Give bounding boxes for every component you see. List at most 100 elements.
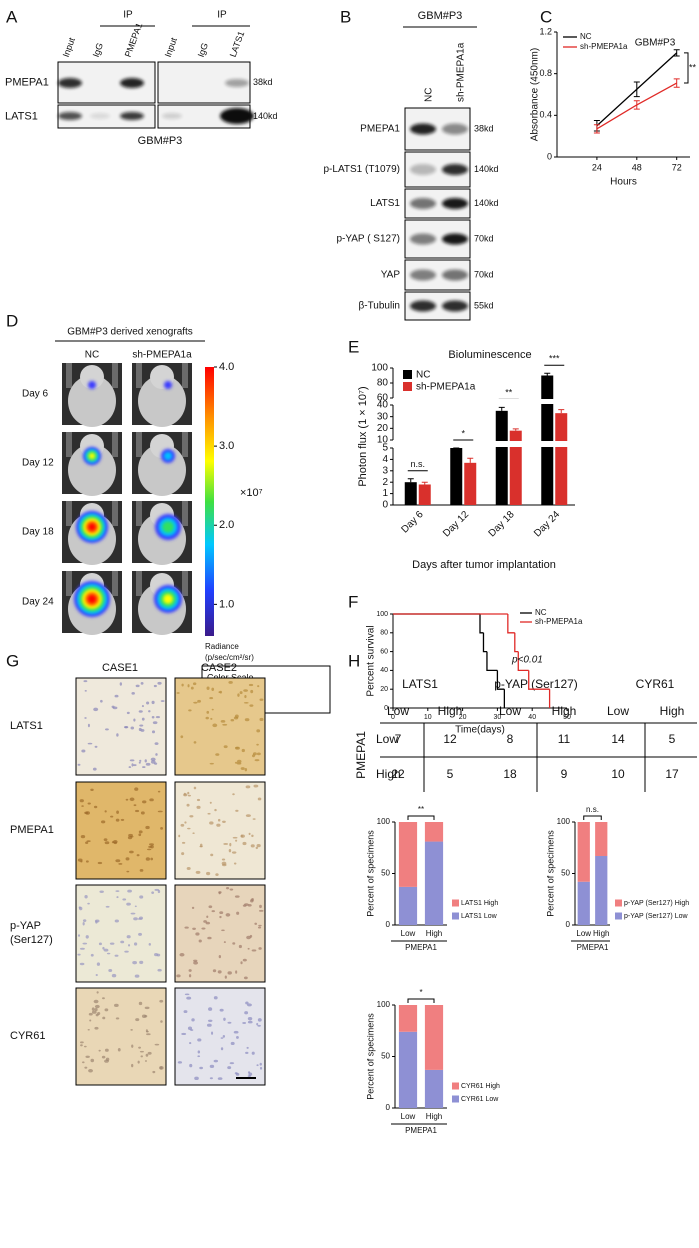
cell-nucleus — [80, 1041, 84, 1044]
cell-nucleus — [219, 915, 222, 919]
legend-swatch — [403, 382, 412, 391]
axis-break — [389, 399, 577, 404]
column-header: CYR61 — [636, 677, 675, 691]
cell-nucleus — [236, 911, 240, 915]
annotation: * — [419, 988, 422, 997]
cell-nucleus — [209, 821, 214, 825]
cage-bar — [136, 571, 142, 596]
cell-nucleus — [126, 902, 131, 906]
row-label: p-YAP ( S127) — [336, 234, 400, 245]
cell-nucleus — [207, 1019, 213, 1022]
cell-nucleus — [177, 1061, 183, 1064]
cell-nucleus — [98, 1049, 101, 1052]
bar-segment — [595, 822, 608, 856]
size-label: 140kd — [474, 164, 499, 174]
cell-nucleus — [212, 969, 217, 973]
cell-nucleus — [82, 919, 87, 922]
x-tick-label: 10 — [424, 714, 432, 721]
bar-segment — [398, 886, 418, 925]
cell-nucleus — [189, 1063, 193, 1068]
bar-segment — [577, 822, 590, 882]
cell-nucleus — [102, 946, 105, 950]
cell-nucleus — [218, 891, 221, 895]
cell-nucleus — [131, 763, 134, 767]
cell-nucleus — [138, 916, 143, 920]
y-tick-label: 1.2 — [539, 26, 552, 36]
cell-nucleus — [221, 929, 225, 932]
row-label: LATS1 — [5, 110, 38, 122]
cell-nucleus — [253, 784, 259, 788]
cell-nucleus — [130, 835, 134, 838]
cell-nucleus — [210, 717, 213, 720]
cell-nucleus — [127, 944, 131, 947]
cell-nucleus — [103, 838, 108, 842]
cell-nucleus — [148, 710, 151, 713]
cell-nucleus — [180, 823, 185, 827]
cell-nucleus — [256, 1064, 259, 1067]
cell-nucleus — [233, 862, 237, 865]
cell-nucleus — [150, 760, 156, 764]
cell-nucleus — [222, 1035, 226, 1038]
legend-label: LATS1 High — [461, 900, 498, 907]
cell-nucleus — [84, 717, 87, 719]
significance-label: *** — [549, 354, 560, 364]
lane-label: IgG — [196, 41, 210, 58]
cell-nucleus — [256, 729, 261, 733]
cell-nucleus — [197, 1055, 201, 1058]
cell-nucleus — [134, 974, 140, 978]
y-tick-label: 100 — [376, 611, 388, 618]
cell-nucleus — [141, 717, 145, 721]
cell-nucleus — [80, 835, 86, 839]
blot-band — [410, 300, 436, 312]
cell-nucleus — [138, 830, 143, 834]
cell-nucleus — [145, 825, 150, 830]
cell-value: 18 — [503, 767, 517, 781]
error-bar — [407, 478, 414, 483]
cell-nucleus — [77, 858, 83, 862]
blot-band — [58, 112, 82, 120]
mouse-body — [68, 375, 116, 427]
cell-nucleus — [211, 910, 216, 913]
cell-nucleus — [136, 854, 140, 857]
blot-band — [410, 164, 436, 175]
row-label: High — [376, 767, 401, 781]
bar — [541, 375, 554, 505]
cell-nucleus — [235, 839, 238, 842]
legend-swatch — [452, 1095, 459, 1103]
cell-value: 5 — [669, 732, 676, 746]
cell-nucleus — [258, 924, 262, 927]
x-tick-label: High — [426, 1112, 442, 1121]
cage-bar — [112, 571, 118, 596]
cell-nucleus — [89, 1019, 92, 1022]
chart-title: GBM#P3 — [635, 38, 676, 49]
cell-nucleus — [79, 962, 85, 966]
cell-nucleus — [155, 753, 158, 756]
cell-nucleus — [242, 958, 247, 962]
cage-bar — [136, 432, 142, 457]
x-tick-label: 20 — [459, 714, 467, 721]
error-bar — [673, 49, 680, 57]
cell-nucleus — [250, 689, 254, 694]
cell-nucleus — [220, 1037, 224, 1039]
cell-nucleus — [245, 1051, 249, 1054]
cell-nucleus — [211, 708, 214, 711]
cell-nucleus — [242, 1022, 247, 1025]
significance-label: ** — [505, 388, 513, 398]
cell-nucleus — [219, 1008, 224, 1012]
cell-nucleus — [155, 716, 160, 719]
row-label: CYR61 — [10, 1030, 45, 1042]
cell-nucleus — [96, 991, 99, 994]
size-label: 70kd — [474, 233, 494, 243]
cell-value: 8 — [507, 732, 514, 746]
cell-nucleus — [187, 684, 190, 688]
cell-nucleus — [82, 922, 85, 926]
cell-nucleus — [87, 1028, 90, 1031]
cell-nucleus — [234, 895, 240, 898]
cell-nucleus — [154, 1043, 160, 1046]
cell-nucleus — [222, 820, 226, 823]
cell-nucleus — [230, 719, 235, 722]
cell-nucleus — [209, 1064, 215, 1068]
cell-nucleus — [197, 699, 202, 703]
cell-nucleus — [115, 1017, 120, 1020]
